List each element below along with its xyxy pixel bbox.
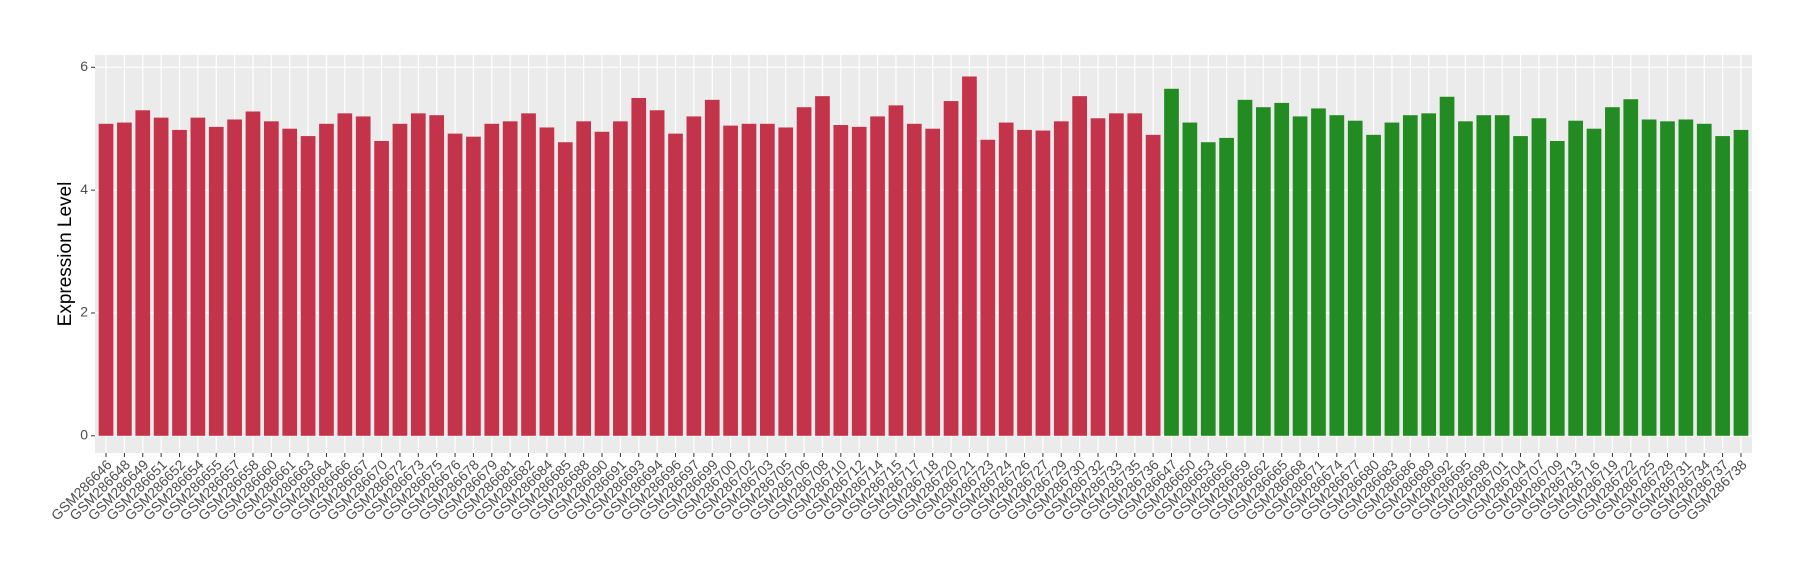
bar [98, 123, 114, 436]
bar [1311, 108, 1326, 436]
bar [190, 117, 206, 436]
bar [1274, 102, 1290, 436]
bar [1641, 119, 1657, 436]
bar [1715, 136, 1730, 436]
bar [1696, 123, 1712, 436]
bar [1347, 120, 1363, 436]
bar [741, 123, 757, 436]
bar [502, 121, 518, 436]
bar [686, 116, 702, 436]
bar [870, 116, 885, 436]
bar [337, 113, 353, 436]
bar [925, 128, 941, 436]
bar [704, 99, 720, 436]
bar [1329, 115, 1345, 436]
bar [1476, 115, 1492, 436]
bar [392, 123, 408, 436]
bar [1402, 115, 1418, 436]
bar [1568, 120, 1583, 436]
bar [760, 123, 775, 436]
bar [1439, 96, 1455, 436]
bar [319, 123, 334, 436]
bar [539, 127, 555, 436]
y-tick-label: 6 [80, 58, 88, 74]
bar [1090, 118, 1106, 436]
bar [153, 117, 169, 436]
bar [1733, 129, 1749, 436]
bar [1072, 96, 1087, 436]
bar [1458, 121, 1473, 436]
bar [429, 115, 445, 436]
bar [1053, 121, 1069, 436]
bar [1513, 136, 1528, 436]
bar [282, 128, 298, 436]
bar [815, 96, 830, 436]
bar [631, 97, 647, 436]
bar [1678, 119, 1694, 436]
bar [355, 116, 371, 436]
bar [943, 101, 959, 436]
bar [484, 123, 500, 436]
bar [833, 125, 849, 436]
bar [980, 139, 996, 436]
bar [796, 107, 812, 436]
bar [300, 136, 316, 436]
bar [1164, 88, 1179, 436]
bar [1219, 137, 1234, 436]
bar [245, 111, 261, 436]
bar [906, 123, 922, 436]
bar [264, 121, 279, 436]
bar [227, 119, 242, 436]
bar [1145, 134, 1161, 436]
bar [1292, 116, 1308, 436]
bar [1109, 113, 1124, 436]
bar [135, 110, 151, 436]
bar [778, 127, 794, 436]
bar [1237, 99, 1253, 436]
bar [668, 133, 683, 436]
bar [1035, 130, 1051, 436]
bar [1017, 129, 1032, 436]
bar [208, 126, 224, 436]
bar [613, 121, 628, 436]
plot-panel [95, 55, 1752, 453]
bar [962, 76, 977, 436]
bar [723, 125, 738, 436]
bar [888, 105, 904, 436]
bar [1605, 107, 1620, 436]
y-tick-label: 2 [80, 304, 88, 320]
bar [374, 140, 389, 436]
bar [1549, 140, 1565, 436]
bar [557, 142, 573, 436]
bar [1182, 122, 1198, 436]
bar [1623, 99, 1639, 436]
bar [851, 126, 867, 436]
bar [172, 129, 187, 436]
bar [1421, 113, 1437, 436]
y-tick-label: 4 [80, 181, 88, 197]
bar [576, 121, 591, 436]
bar [447, 133, 463, 436]
bar [1200, 142, 1216, 436]
bar [1494, 115, 1510, 436]
bar [594, 131, 610, 436]
bar [998, 122, 1014, 436]
bar [1256, 107, 1271, 436]
bar [649, 110, 665, 436]
bar [521, 113, 536, 436]
bar [1384, 122, 1400, 436]
bar [1531, 118, 1547, 436]
bar [1127, 113, 1143, 436]
bar [1586, 128, 1602, 436]
bar [1366, 134, 1381, 436]
bar [410, 113, 426, 436]
bar [117, 122, 132, 436]
bar [1660, 121, 1675, 436]
bar [466, 136, 481, 436]
y-axis-title: Expression Level [55, 182, 76, 327]
y-tick-label: 0 [80, 427, 88, 443]
